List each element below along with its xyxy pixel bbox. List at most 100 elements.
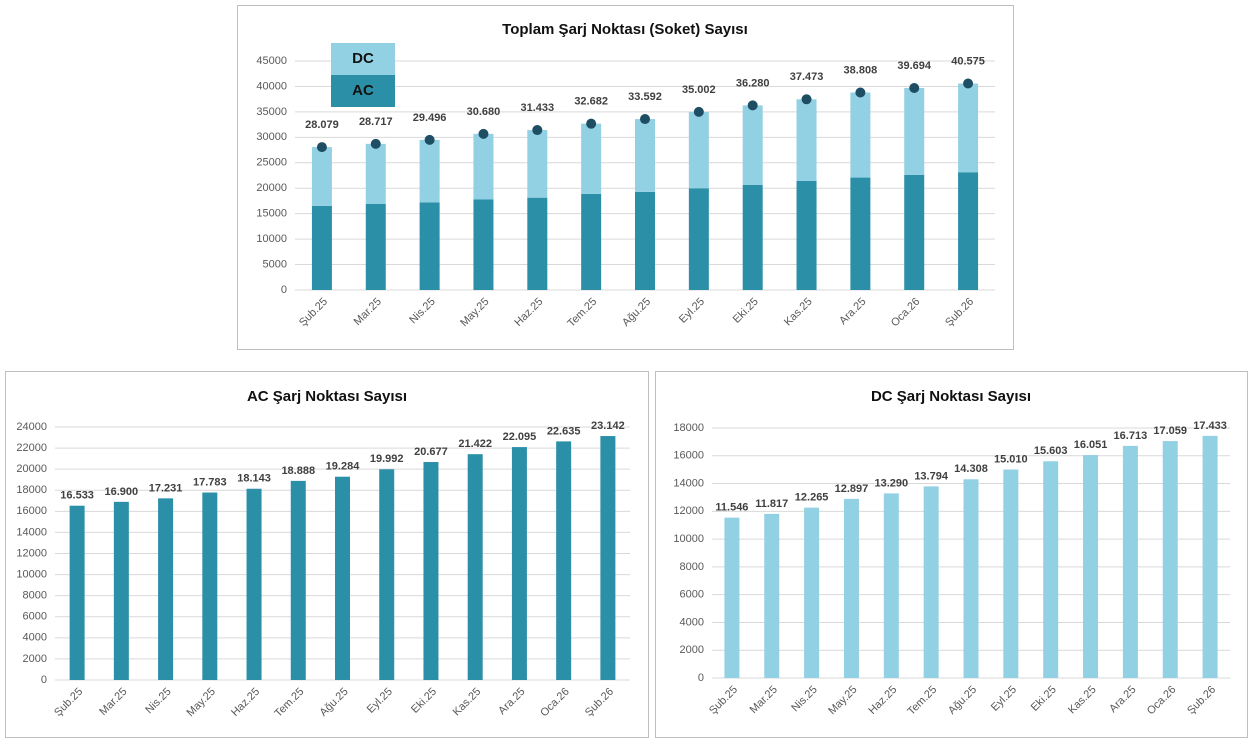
y-tick-label: 14000 <box>16 526 47 538</box>
value-label: 28.079 <box>305 119 339 131</box>
total-marker <box>640 114 650 125</box>
total-marker <box>316 142 327 153</box>
total-marker <box>532 125 543 136</box>
bar <box>202 492 218 680</box>
bar-segment <box>742 184 763 290</box>
bar <box>923 486 939 678</box>
y-tick-label: 24000 <box>16 421 47 433</box>
bar-segment <box>365 143 386 204</box>
bar <box>379 469 395 680</box>
chart-frame <box>5 371 649 738</box>
value-label: 20.677 <box>414 446 448 458</box>
bar <box>1122 445 1138 678</box>
chart-frame <box>655 371 1248 738</box>
bar-segment <box>311 147 332 206</box>
legend-swatch <box>331 43 395 75</box>
value-label: 14.308 <box>954 463 988 475</box>
bar-segment <box>796 99 817 181</box>
bar <box>764 513 780 678</box>
y-tick-label: 16000 <box>673 450 704 462</box>
value-label: 12.265 <box>795 492 829 504</box>
value-label: 36.280 <box>736 77 770 89</box>
bar-segment <box>850 177 871 290</box>
bar <box>600 436 616 680</box>
bar-segment <box>419 139 440 203</box>
value-label: 39.694 <box>897 60 932 72</box>
total-marker <box>801 94 812 105</box>
y-tick-label: 0 <box>281 284 287 296</box>
y-tick-label: 30000 <box>256 131 287 143</box>
bar <box>1202 435 1218 678</box>
y-tick-label: 20000 <box>16 463 47 475</box>
value-label: 16.900 <box>105 486 139 498</box>
bar-segment <box>527 197 548 290</box>
total-marker <box>693 106 704 117</box>
value-label: 23.142 <box>591 420 625 432</box>
total-marker <box>586 118 597 129</box>
y-tick-label: 0 <box>41 674 47 686</box>
y-tick-label: 40000 <box>256 80 287 92</box>
y-tick-label: 2000 <box>23 653 47 665</box>
bar <box>1162 441 1178 678</box>
y-tick-label: 10000 <box>673 533 704 545</box>
y-tick-label: 0 <box>698 672 704 684</box>
y-tick-label: 18000 <box>673 422 704 434</box>
bar-segment <box>419 202 440 290</box>
bar <box>290 480 306 680</box>
total-marker <box>747 100 758 111</box>
value-label: 40.575 <box>951 55 985 67</box>
total-marker <box>963 78 974 89</box>
y-tick-label: 14000 <box>673 477 704 489</box>
value-label: 35.002 <box>682 84 716 96</box>
y-tick-label: 18000 <box>16 484 47 496</box>
value-label: 31.433 <box>520 102 554 114</box>
y-tick-label: 12000 <box>673 505 704 517</box>
value-label: 12.897 <box>835 483 869 495</box>
bar <box>1003 469 1019 678</box>
bar <box>843 498 859 678</box>
y-tick-label: 2000 <box>680 644 704 656</box>
y-tick-label: 25000 <box>256 157 287 169</box>
bar <box>467 454 483 680</box>
bar-segment <box>581 123 602 194</box>
bar-segment <box>311 205 332 290</box>
value-label: 37.473 <box>790 71 824 83</box>
y-tick-label: 4000 <box>23 632 47 644</box>
bar-segment <box>904 174 925 290</box>
bar-segment <box>365 203 386 290</box>
bar <box>804 507 820 678</box>
y-tick-label: 20000 <box>256 182 287 194</box>
value-label: 15.603 <box>1034 445 1068 457</box>
value-label: 19.284 <box>326 461 361 473</box>
value-label: 28.717 <box>359 116 393 128</box>
y-tick-label: 8000 <box>680 561 704 573</box>
value-label: 38.808 <box>844 64 878 76</box>
bar <box>246 488 262 680</box>
value-label: 32.682 <box>574 96 608 108</box>
value-label: 18.143 <box>237 473 271 485</box>
value-label: 22.095 <box>503 431 537 443</box>
value-label: 17.783 <box>193 476 227 488</box>
bar <box>511 447 527 680</box>
bar-segment <box>958 83 979 173</box>
value-label: 17.059 <box>1153 425 1187 437</box>
bar-segment <box>635 191 655 290</box>
value-label: 13.794 <box>914 470 949 482</box>
bar <box>335 476 350 680</box>
y-tick-label: 16000 <box>16 505 47 517</box>
y-tick-label: 35000 <box>256 106 287 118</box>
total-marker <box>478 128 489 139</box>
y-tick-label: 10000 <box>16 568 47 580</box>
y-tick-label: 5000 <box>263 258 287 270</box>
bar-segment <box>635 119 655 192</box>
legend-label: DC <box>352 50 374 67</box>
chart-title: Toplam Şarj Noktası (Soket) Sayısı <box>502 21 748 38</box>
value-label: 17.433 <box>1193 420 1227 432</box>
bar-segment <box>688 111 709 189</box>
legend-label: AC <box>352 82 374 99</box>
bar <box>724 517 740 678</box>
bar-segment <box>473 199 494 290</box>
bar <box>1083 455 1099 678</box>
bar-segment <box>742 105 763 185</box>
bar <box>423 462 439 680</box>
